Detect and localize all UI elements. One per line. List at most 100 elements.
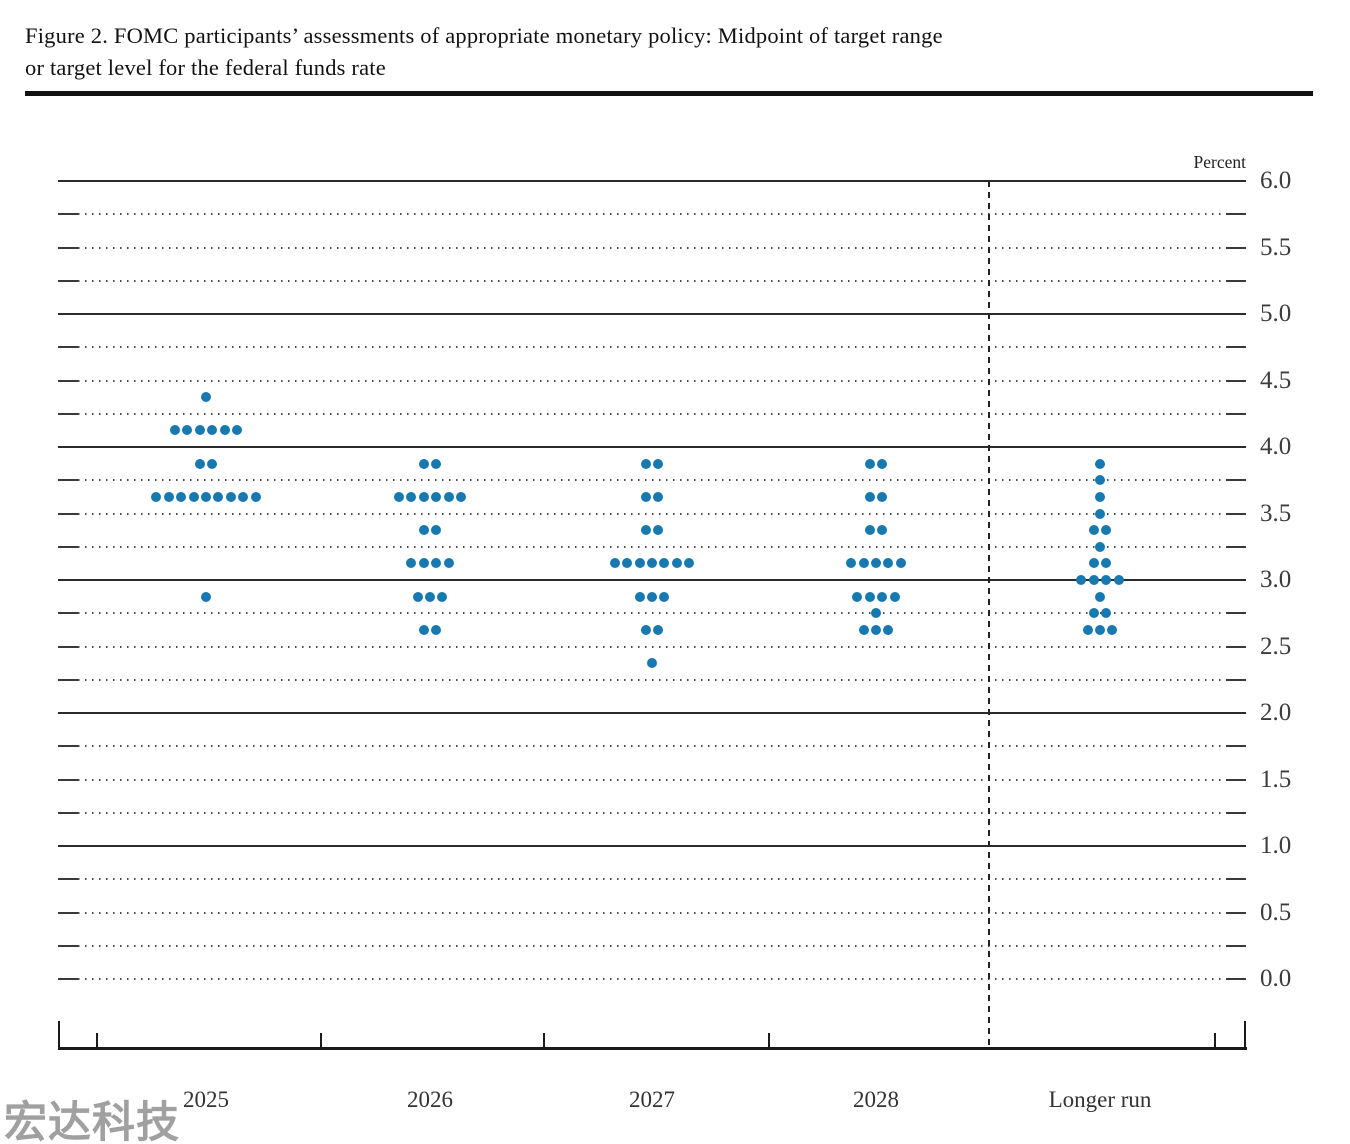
dot-longer-run-2.625 [1095, 624, 1105, 635]
gridline-1.25 [78, 811, 1226, 814]
title-rule [25, 91, 1313, 96]
watermark: 宏达科技 [4, 1098, 180, 1144]
dot-2025-3.875 [194, 458, 205, 469]
dot-2026-3.625 [418, 491, 429, 502]
gridline-right-dash-3.25 [1226, 545, 1246, 548]
dot-longer-run-3.25 [1095, 541, 1105, 552]
dot-2028-3.125 [871, 558, 881, 569]
gridline-0.00 [78, 978, 1226, 980]
dot-longer-run-2.75 [1101, 608, 1112, 619]
gridline-left-dash-4.50 [58, 379, 78, 382]
dot-2026-2.875 [437, 591, 448, 602]
category-label-2026: 2026 [407, 1087, 453, 1112]
dot-2028-2.875 [877, 591, 888, 602]
dot-2027-2.375 [647, 658, 657, 669]
gridline-left-dash-2.75 [58, 612, 78, 615]
dot-2028-3.875 [877, 458, 888, 469]
gridline-right-dash-2.50 [1226, 645, 1246, 648]
dot-2026-2.875 [412, 591, 423, 602]
dot-longer-run-3 [1088, 575, 1099, 585]
dot-2025-4.375 [201, 392, 211, 403]
dot-2028-3.125 [895, 558, 906, 569]
dot-2025-4.125 [207, 425, 218, 436]
dot-2026-3.625 [431, 491, 442, 502]
dot-longer-run-2.75 [1088, 608, 1099, 619]
gridline-right-dash-2.25 [1226, 678, 1246, 681]
gridline-right-dash-5.25 [1226, 279, 1246, 282]
y-axis-label-2.5: 2.5 [1260, 632, 1292, 660]
gridline-1.75 [78, 745, 1226, 748]
dot-longer-run-2.875 [1095, 591, 1105, 602]
dot-2025-4.125 [170, 425, 180, 436]
dot-2027-3.875 [653, 458, 664, 469]
y-axis-label-1.5: 1.5 [1260, 765, 1292, 793]
gridline-3.25 [78, 545, 1226, 548]
gridline-4.25 [78, 412, 1226, 415]
dot-longer-run-3.875 [1095, 458, 1105, 469]
gridline-left-dash-4.25 [58, 412, 78, 415]
dot-2027-3.625 [640, 491, 651, 502]
dot-2028-2.75 [871, 608, 881, 619]
gridline-right-dash-4.75 [1226, 346, 1246, 349]
dot-2026-3.375 [418, 525, 429, 536]
dot-2027-2.625 [653, 624, 664, 635]
x-axis-tick-3 [768, 1033, 770, 1047]
dot-longer-run-3 [1101, 575, 1112, 585]
gridline-right-dash-2.75 [1226, 612, 1246, 615]
gridline-left-dash-3.25 [58, 545, 78, 548]
gridline-5.75 [78, 213, 1226, 216]
gridline-left-dash-0.50 [58, 911, 78, 914]
gridline-5.50 [78, 246, 1226, 249]
gridline-right-dash-0.75 [1226, 878, 1246, 881]
gridline-5.00 [58, 313, 1246, 315]
gridline-2.75 [78, 612, 1226, 615]
dot-longer-run-3.5 [1095, 508, 1105, 519]
y-axis-label-4.5: 4.5 [1260, 366, 1292, 394]
gridline-3.00 [58, 579, 1246, 581]
dot-2025-3.625 [176, 491, 187, 502]
dot-2026-2.875 [425, 591, 435, 602]
percent-axis-title: Percent [1193, 152, 1246, 172]
dot-2025-3.625 [188, 491, 199, 502]
dot-2027-3.125 [684, 558, 695, 569]
dot-2026-3.125 [443, 558, 454, 569]
gridline-left-dash-4.75 [58, 346, 78, 349]
x-axis-line [58, 1047, 1247, 1050]
dot-2025-3.625 [201, 491, 211, 502]
gridline-left-dash-1.50 [58, 778, 78, 781]
dot-2026-3.125 [431, 558, 442, 569]
gridline-right-dash-1.50 [1226, 778, 1246, 781]
y-axis-label-2.0: 2.0 [1260, 699, 1292, 726]
dot-2027-3.125 [622, 558, 633, 569]
figure-title-line1: Figure 2. FOMC participants’ assessments… [25, 23, 943, 48]
dot-2027-3.125 [659, 558, 670, 569]
dot-2028-3.125 [883, 558, 894, 569]
dot-2028-2.875 [852, 591, 863, 602]
gridline-right-dash-5.50 [1226, 246, 1246, 249]
dot-2027-3.375 [640, 525, 651, 536]
dot-2028-3.125 [858, 558, 869, 569]
dot-2028-2.625 [883, 624, 894, 635]
dot-2027-3.875 [640, 458, 651, 469]
y-axis-label-5.5: 5.5 [1260, 233, 1292, 261]
x-axis-end-tick-1 [1244, 1021, 1246, 1047]
gridline-right-dash-4.50 [1226, 379, 1246, 382]
dot-longer-run-2.625 [1107, 624, 1118, 635]
gridline-left-dash-0.25 [58, 944, 78, 947]
dot-longer-run-3.375 [1101, 525, 1112, 536]
dot-2025-2.875 [201, 591, 211, 602]
gridline-6.00 [58, 180, 1246, 182]
x-axis-tick-0 [96, 1033, 98, 1047]
dot-2026-3.875 [418, 458, 429, 469]
dot-2028-2.875 [864, 591, 875, 602]
gridline-left-dash-5.75 [58, 213, 78, 216]
category-label-2027: 2027 [629, 1087, 675, 1112]
category-label-2028: 2028 [853, 1087, 899, 1112]
gridline-left-dash-5.25 [58, 279, 78, 282]
gridline-0.75 [78, 878, 1226, 881]
gridline-left-dash-0.75 [58, 878, 78, 881]
dot-longer-run-3.125 [1101, 558, 1112, 569]
dot-2028-2.875 [889, 591, 900, 602]
dot-2026-3.375 [431, 525, 442, 536]
